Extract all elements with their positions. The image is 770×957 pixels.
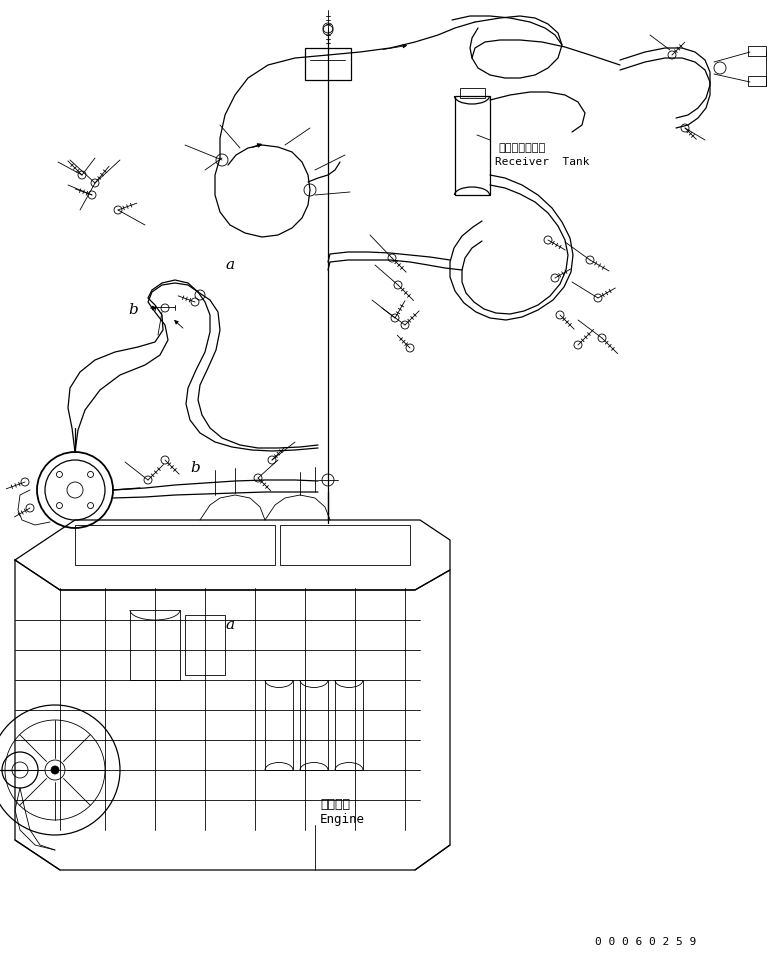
- Bar: [335, 680, 363, 770]
- Bar: [305, 48, 351, 80]
- Text: b: b: [190, 461, 200, 475]
- Bar: [748, 46, 766, 56]
- Text: Engine: Engine: [320, 813, 365, 827]
- Circle shape: [51, 766, 59, 774]
- Text: エンジン: エンジン: [320, 798, 350, 812]
- Bar: [300, 680, 328, 770]
- Text: 0 0 0 6 0 2 5 9: 0 0 0 6 0 2 5 9: [595, 937, 696, 947]
- Bar: [455, 96, 490, 195]
- Bar: [460, 88, 485, 98]
- Bar: [185, 615, 225, 675]
- Bar: [280, 525, 410, 565]
- Text: レシーバタンク: レシーバタンク: [498, 143, 545, 153]
- Text: b: b: [128, 303, 138, 317]
- Bar: [130, 610, 180, 680]
- Bar: [75, 525, 275, 565]
- Bar: [748, 76, 766, 86]
- Text: a: a: [226, 618, 235, 632]
- Text: a: a: [226, 258, 235, 272]
- Bar: [265, 680, 293, 770]
- Text: Receiver  Tank: Receiver Tank: [495, 157, 590, 167]
